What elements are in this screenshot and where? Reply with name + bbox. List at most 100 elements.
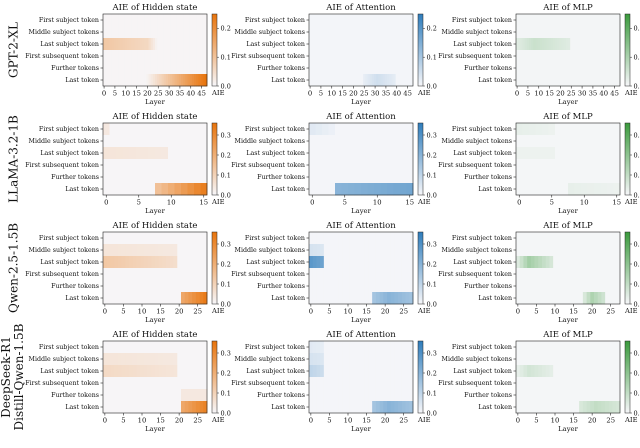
heatmap-cell	[576, 14, 580, 27]
heatmap-cell	[309, 292, 314, 305]
heatmap-cell	[553, 341, 558, 354]
heatmap-cell	[312, 232, 317, 245]
heatmap-cell	[367, 171, 375, 184]
heatmap-cell	[549, 280, 554, 293]
heatmap-cell	[147, 401, 152, 414]
heatmap-cell	[165, 62, 169, 75]
heatmap-cell	[114, 232, 119, 245]
heatmap-cell	[367, 38, 371, 51]
heatmap-cell	[309, 50, 312, 63]
heatmap-cell	[185, 26, 188, 39]
heatmap-cell	[122, 135, 130, 148]
heatmap-cell	[568, 14, 571, 27]
heatmap-cell	[177, 377, 182, 390]
heatmap-cell	[132, 292, 137, 305]
heatmap-cell	[129, 244, 134, 257]
heatmap-cell	[591, 38, 595, 51]
heatmap-cell	[571, 292, 576, 305]
heatmap-cell	[338, 268, 343, 281]
heatmap-cell	[607, 74, 610, 87]
heatmap-cell	[337, 74, 340, 87]
heatmap-cell	[568, 135, 575, 148]
heatmap-cell	[309, 74, 312, 87]
colorbar-tick-label: 0.0	[427, 300, 437, 308]
heatmap-cell	[404, 14, 407, 27]
heatmap-cell	[361, 183, 368, 196]
heatmap-cell	[561, 62, 565, 75]
heatmap-cell	[380, 38, 384, 51]
heatmap-cell	[335, 183, 342, 196]
heatmap-cell	[313, 74, 316, 87]
heatmap-cell	[162, 292, 167, 305]
heatmap-cell	[393, 171, 401, 184]
heatmap-cell	[316, 256, 321, 269]
heatmap-cell	[126, 14, 130, 27]
heatmap-cell	[199, 377, 204, 390]
heatmap-cell	[570, 14, 573, 27]
heatmap-cell	[367, 14, 371, 27]
colorbar-tick-label: 0.2	[634, 369, 640, 377]
heatmap-cell	[173, 268, 178, 281]
heatmap-cell	[324, 14, 327, 27]
heatmap-cell	[343, 26, 347, 39]
heatmap-cell	[379, 292, 384, 305]
heatmap-cell	[338, 365, 343, 378]
x-tick-label: 15	[362, 308, 371, 316]
heatmap-cell	[124, 14, 128, 27]
heatmap-cell	[188, 256, 193, 269]
row-label: Last token	[478, 404, 512, 411]
heatmap-cell	[408, 50, 412, 63]
heatmap-cell	[535, 38, 539, 51]
heatmap-cell	[613, 147, 621, 160]
heatmap-cell	[309, 365, 314, 378]
heatmap-cell	[376, 14, 379, 27]
heatmap-cell	[605, 389, 610, 402]
heatmap-cell	[319, 38, 323, 51]
panel-title: AIE of Hidden state	[112, 221, 198, 231]
heatmap-cell	[579, 377, 584, 390]
heatmap-cell	[103, 147, 110, 160]
heatmap-cell	[136, 401, 141, 414]
heatmap-cell	[387, 171, 394, 184]
heatmap-cell	[312, 268, 317, 281]
heatmap-cell	[390, 365, 395, 378]
heatmap-cell	[358, 38, 362, 51]
heatmap-cell	[328, 183, 336, 196]
heatmap-cell	[390, 341, 395, 354]
heatmap-cell	[371, 38, 375, 51]
heatmap-cell	[537, 38, 541, 51]
heatmap-cell	[148, 62, 152, 75]
colorbar	[624, 231, 631, 305]
heatmap-cell	[380, 159, 388, 172]
heatmap-cell	[161, 123, 169, 136]
heatmap-cell	[393, 38, 397, 51]
heatmap-cell	[387, 256, 392, 269]
heatmap-cell	[331, 292, 336, 305]
heatmap-cell	[583, 26, 586, 39]
heatmap-cell	[380, 26, 384, 39]
heatmap-cell	[548, 14, 552, 27]
heatmap-cell	[151, 377, 156, 390]
heatmap-cell	[600, 26, 604, 39]
heatmap-cell	[320, 256, 325, 269]
heatmap-cell	[178, 14, 182, 27]
heatmap-cell	[600, 159, 608, 172]
heatmap-cell	[317, 74, 321, 87]
heatmap-cell	[572, 50, 575, 63]
heatmap-cell	[410, 38, 414, 51]
heatmap-cell	[338, 244, 343, 257]
heatmap-cell	[542, 244, 547, 257]
heatmap-cell	[350, 62, 353, 75]
heatmap-cell	[575, 256, 580, 269]
heatmap-cell	[348, 159, 355, 172]
heatmap-cell	[125, 232, 130, 245]
heatmap-cell	[568, 38, 571, 51]
heatmap-cell	[136, 268, 141, 281]
heatmap-cell	[409, 353, 414, 366]
heatmap-cell	[309, 389, 314, 402]
heatmap-cell	[323, 377, 328, 390]
heatmap-cell	[129, 26, 132, 39]
heatmap-cell	[311, 62, 314, 75]
heatmap-cell	[192, 389, 197, 402]
